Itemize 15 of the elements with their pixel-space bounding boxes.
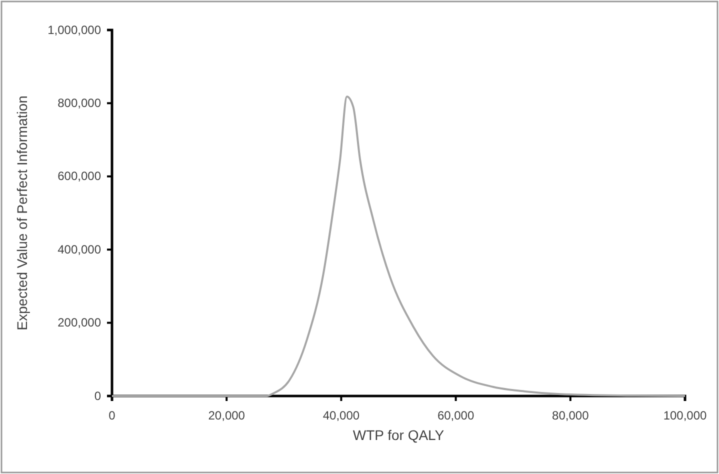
- y-tick-label: 400,000: [58, 242, 102, 256]
- x-tick-label: 100,000: [663, 408, 708, 423]
- x-axis-title: WTP for QALY: [352, 427, 445, 443]
- y-tick-label: 200,000: [58, 316, 102, 330]
- x-tick-label: 0: [108, 408, 116, 423]
- x-tick-label: 60,000: [437, 408, 474, 423]
- x-tick-label: 20,000: [208, 408, 246, 423]
- x-tick-label: 40,000: [322, 408, 360, 423]
- y-tick-label: 1,000,000: [48, 22, 102, 37]
- y-tick-label: 0: [94, 388, 102, 403]
- x-tick-label: 80,000: [552, 408, 590, 423]
- y-axis-title: Expected Value of Perfect Information: [14, 96, 30, 330]
- line-series: [111, 96, 686, 397]
- y-tick-label: 800,000: [58, 96, 102, 110]
- y-tick-label: 600,000: [58, 169, 102, 184]
